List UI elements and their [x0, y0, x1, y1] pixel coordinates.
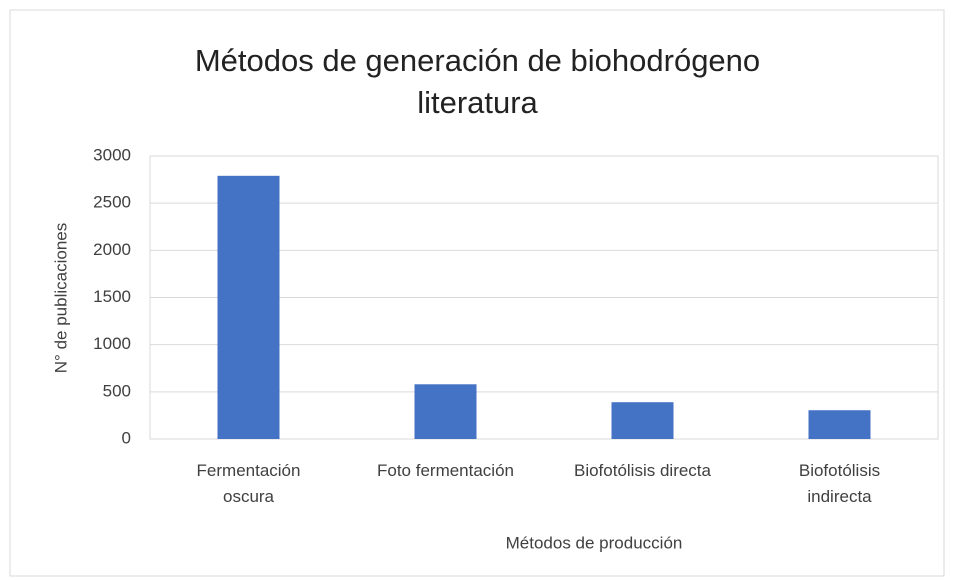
- bar: [217, 175, 280, 439]
- x-tick-label: Fermentación oscura: [196, 461, 301, 506]
- bar: [808, 410, 871, 439]
- y-axis-label: N° de publicaciones: [51, 223, 70, 373]
- y-tick-label: 1000: [93, 334, 131, 353]
- y-tick-label: 1500: [93, 287, 131, 306]
- bar: [414, 384, 477, 439]
- bar: [611, 402, 674, 439]
- y-tick-label: 500: [103, 381, 131, 400]
- y-tick-label: 2500: [93, 193, 131, 212]
- x-tick-label: Foto fermentación: [376, 461, 514, 480]
- x-axis-label: Métodos de producción: [506, 533, 683, 552]
- x-tick-label: Biofotólisis indirecta: [798, 461, 881, 506]
- y-tick-label: 0: [122, 428, 131, 447]
- y-tick-label: 3000: [93, 145, 131, 164]
- chart-title: Métodos de generación de biohodrógeno li…: [194, 43, 761, 120]
- chart-border: [9, 9, 945, 577]
- y-tick-label: 2000: [93, 240, 131, 259]
- x-tick-label: Biofotólisis directa: [573, 461, 711, 480]
